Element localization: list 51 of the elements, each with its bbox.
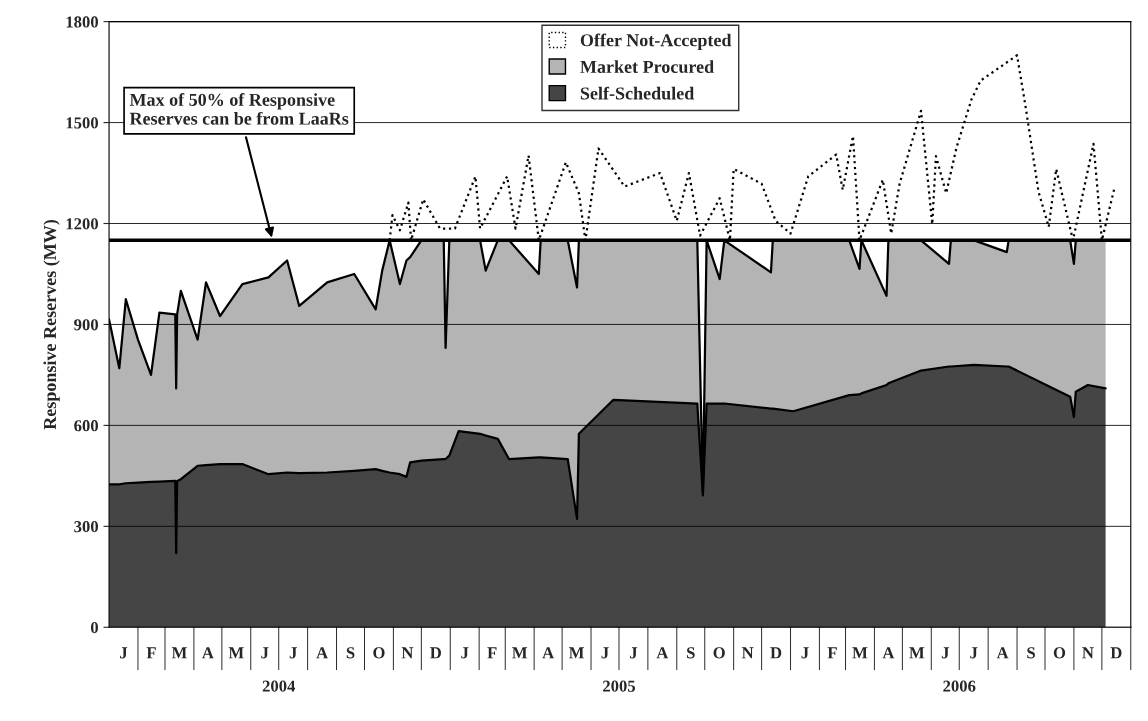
text: A xyxy=(996,647,1009,659)
y-tick-label: 300 xyxy=(74,521,99,533)
text: F xyxy=(827,647,837,659)
text: M xyxy=(568,647,584,659)
text: A xyxy=(882,647,895,659)
text: A xyxy=(656,647,669,659)
text: S xyxy=(1027,647,1035,659)
text: A xyxy=(202,647,214,659)
text: J xyxy=(601,647,609,659)
legend-label: Market Procured xyxy=(580,60,714,73)
text: A xyxy=(542,647,555,659)
text: M xyxy=(512,647,528,659)
text: N xyxy=(401,647,414,659)
x-tick-label: 2005 xyxy=(603,680,636,692)
text: D xyxy=(770,647,782,659)
text: J xyxy=(120,647,128,659)
text: J xyxy=(289,647,297,659)
text: D xyxy=(430,647,442,659)
text: N xyxy=(741,647,754,659)
x-tick-label: 2004 xyxy=(262,680,296,692)
text: S xyxy=(687,647,695,659)
y-tick-label: 900 xyxy=(74,319,99,331)
text: J xyxy=(461,647,469,659)
text: O xyxy=(1053,647,1066,659)
y-tick-label: 1500 xyxy=(66,117,99,129)
ref-line-label: Max of 50% of Responsive Reserves can be from LaaRs xyxy=(129,93,349,125)
y-tick-label: 1800 xyxy=(66,16,99,28)
text: J xyxy=(630,647,638,659)
text: O xyxy=(713,647,725,659)
text: F xyxy=(487,647,497,659)
text: M xyxy=(852,647,868,659)
text: F xyxy=(146,647,156,659)
legend-label: Self-Scheduled xyxy=(580,86,695,100)
y-tick-label: 0 xyxy=(90,621,99,634)
text: O xyxy=(373,647,385,659)
legend-label: Offer Not-Accepted xyxy=(580,33,732,51)
y-axis-title: Responsive Reserves (MW) xyxy=(43,219,60,430)
y-tick-label: 1200 xyxy=(66,218,99,230)
text: J xyxy=(801,647,809,659)
text: J xyxy=(941,647,949,659)
x-tick-label: 2006 xyxy=(943,680,976,692)
y-tick-label: 600 xyxy=(74,420,99,432)
text: S xyxy=(346,647,355,659)
text: N xyxy=(1082,647,1094,659)
text: A xyxy=(316,647,328,659)
text: M xyxy=(228,647,244,659)
text: M xyxy=(171,647,187,659)
text: M xyxy=(909,647,925,659)
text: D xyxy=(1110,647,1122,659)
text: J xyxy=(970,647,978,659)
text: J xyxy=(261,647,269,659)
